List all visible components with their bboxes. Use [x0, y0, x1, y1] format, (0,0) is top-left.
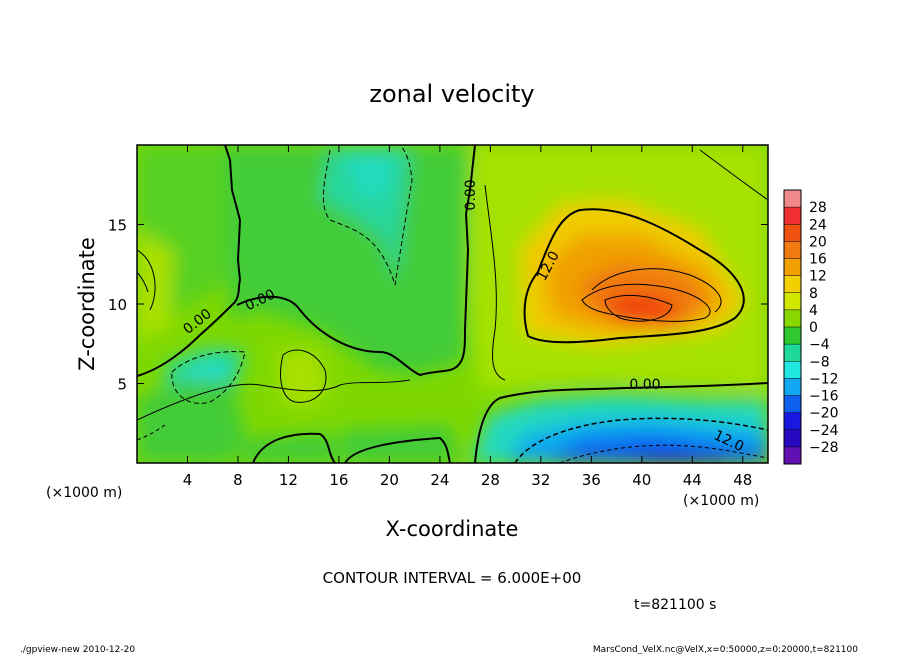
- colorbar-label: −8: [809, 354, 830, 370]
- colorbar-swatch: [784, 446, 801, 465]
- contour-interval-text: CONTOUR INTERVAL = 6.000E+00: [323, 569, 582, 587]
- x-tick-label: 40: [632, 471, 651, 489]
- colorbar-label: −28: [809, 440, 839, 456]
- colorbar-label: 12: [809, 269, 827, 285]
- x-tick-label: 8: [233, 471, 243, 489]
- colorbar-swatch: [784, 241, 801, 259]
- contour-lines: [137, 145, 768, 463]
- colorbar-label: 0: [809, 320, 818, 336]
- x-tick-label: 24: [430, 471, 449, 489]
- colorbar-swatch: [784, 327, 801, 345]
- chart-title: zonal velocity: [369, 80, 534, 108]
- colorbar-swatch: [784, 395, 801, 414]
- x-tick-label: 4: [183, 471, 193, 489]
- x-tick-label: 12: [279, 471, 298, 489]
- colorbar-label: −4: [809, 337, 830, 353]
- colorbar-swatch: [784, 412, 801, 431]
- colorbar-label: 16: [809, 252, 827, 268]
- footer-left: ./gpview-new 2010-12-20: [20, 645, 135, 654]
- plot-area: 0.00 0.00 0.00 0.00 12.0 12.0 4 8 12 16 20 24…: [108, 144, 769, 489]
- colorbar-swatch: [784, 224, 801, 242]
- contour-label: 0.00: [629, 377, 660, 393]
- colorbar-label: 20: [809, 234, 827, 250]
- y-tick-label: 5: [117, 376, 127, 394]
- x-tick-label: 48: [733, 471, 752, 489]
- colorbar-label: −12: [809, 371, 839, 387]
- colorbar-label: 24: [809, 217, 827, 233]
- colorbar-label: 28: [809, 200, 827, 216]
- x-unit-right: (×1000 m): [683, 493, 759, 509]
- x-tick-label: 36: [582, 471, 601, 489]
- x-tick-marks: 4 8 12 16 20 24 28 32 36 40 44 48: [183, 145, 752, 489]
- x-unit-left: (×1000 m): [46, 485, 122, 501]
- colorbar-swatch: [784, 344, 801, 362]
- y-tick-label: 10: [108, 296, 127, 314]
- x-tick-label: 16: [329, 471, 348, 489]
- colorbar-label: −24: [809, 423, 839, 439]
- colorbar-label: 8: [809, 286, 818, 302]
- colorbar-swatch: [784, 292, 801, 311]
- x-tick-label: 20: [380, 471, 399, 489]
- colorbar-swatch: [784, 207, 801, 225]
- colorbar-swatch: [784, 190, 801, 208]
- time-label: t=821100 s: [634, 597, 716, 613]
- colorbar-label: −16: [809, 389, 839, 405]
- colorbar-swatch: [784, 378, 801, 396]
- colorbar-label: 4: [809, 303, 818, 319]
- x-tick-label: 32: [531, 471, 550, 489]
- footer-right: MarsCond_VelX.nc@VelX,x=0:50000,z=0:2000…: [593, 645, 858, 654]
- x-tick-label: 28: [481, 471, 500, 489]
- x-tick-label: 44: [683, 471, 702, 489]
- x-axis-label: X-coordinate: [386, 517, 519, 541]
- contour-label: 0.00: [463, 179, 479, 210]
- colorbar-label: −20: [809, 406, 839, 422]
- y-tick-marks: 5 10 15: [108, 217, 768, 394]
- colorbar-swatch: [784, 275, 801, 294]
- colorbar-swatch: [784, 309, 801, 328]
- colorbar-swatch: [784, 429, 801, 448]
- colorbar-swatch: [784, 361, 801, 379]
- y-tick-label: 15: [108, 217, 127, 235]
- y-axis-label: Z-coordinate: [75, 237, 99, 371]
- colorbar-swatch: [784, 258, 801, 277]
